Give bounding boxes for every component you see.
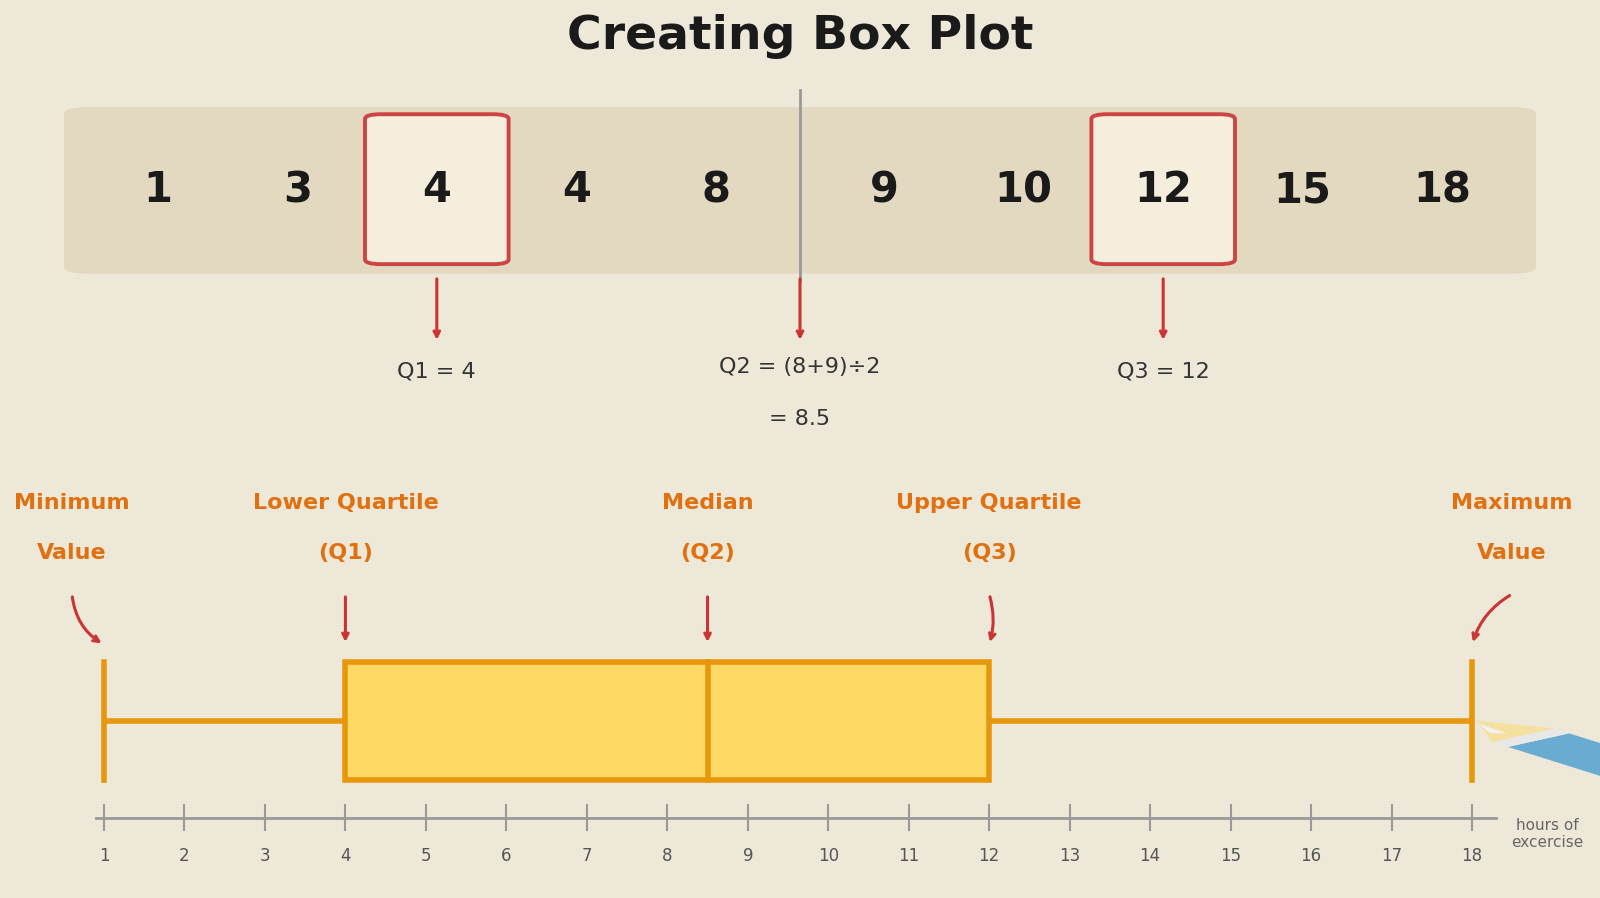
Text: 12: 12 xyxy=(1134,170,1192,211)
Text: 16: 16 xyxy=(1301,847,1322,865)
Text: 2: 2 xyxy=(179,847,190,865)
Text: Median: Median xyxy=(662,493,754,513)
Text: 11: 11 xyxy=(898,847,920,865)
Bar xyxy=(346,662,989,779)
Text: 7: 7 xyxy=(581,847,592,865)
Text: 8: 8 xyxy=(701,170,730,211)
Text: 14: 14 xyxy=(1139,847,1160,865)
Text: Lower Quartile: Lower Quartile xyxy=(253,493,438,513)
Text: 9: 9 xyxy=(870,170,899,211)
Text: 3: 3 xyxy=(283,170,312,211)
FancyBboxPatch shape xyxy=(1091,114,1235,264)
Text: 6: 6 xyxy=(501,847,512,865)
Text: Value: Value xyxy=(1477,543,1547,563)
Text: 12: 12 xyxy=(979,847,1000,865)
Text: 9: 9 xyxy=(742,847,754,865)
Text: 5: 5 xyxy=(421,847,430,865)
Text: 10: 10 xyxy=(995,170,1053,211)
Text: (Q3): (Q3) xyxy=(962,543,1016,563)
Text: 10: 10 xyxy=(818,847,838,865)
Text: Creating Box Plot: Creating Box Plot xyxy=(566,14,1034,59)
Text: = 8.5: = 8.5 xyxy=(770,409,830,429)
Text: 15: 15 xyxy=(1221,847,1242,865)
Text: (Q2): (Q2) xyxy=(680,543,734,563)
Text: 4: 4 xyxy=(341,847,350,865)
Text: 8: 8 xyxy=(662,847,672,865)
Text: Q3 = 12: Q3 = 12 xyxy=(1117,362,1210,382)
Text: Q1 = 4: Q1 = 4 xyxy=(397,362,477,382)
FancyBboxPatch shape xyxy=(64,107,814,274)
Text: Maximum: Maximum xyxy=(1451,493,1573,513)
Text: 4: 4 xyxy=(562,170,590,211)
Text: 18: 18 xyxy=(1461,847,1483,865)
Polygon shape xyxy=(1478,723,1507,734)
Text: 4: 4 xyxy=(422,170,451,211)
Text: 18: 18 xyxy=(1413,170,1472,211)
Text: Minimum: Minimum xyxy=(14,493,130,513)
Polygon shape xyxy=(1493,728,1570,747)
Text: 1: 1 xyxy=(144,170,173,211)
Text: 3: 3 xyxy=(259,847,270,865)
Text: 15: 15 xyxy=(1274,170,1331,211)
Text: (Q1): (Q1) xyxy=(318,543,373,563)
FancyBboxPatch shape xyxy=(365,114,509,264)
Text: 13: 13 xyxy=(1059,847,1080,865)
Text: 17: 17 xyxy=(1381,847,1402,865)
Polygon shape xyxy=(1477,721,1554,742)
Text: hours of
excercise: hours of excercise xyxy=(1510,818,1584,850)
FancyBboxPatch shape xyxy=(786,107,1536,274)
Text: Upper Quartile: Upper Quartile xyxy=(896,493,1082,513)
Text: Q2 = (8+9)÷2: Q2 = (8+9)÷2 xyxy=(720,357,880,377)
Polygon shape xyxy=(1507,734,1600,786)
Text: 1: 1 xyxy=(99,847,109,865)
Text: Value: Value xyxy=(37,543,107,563)
